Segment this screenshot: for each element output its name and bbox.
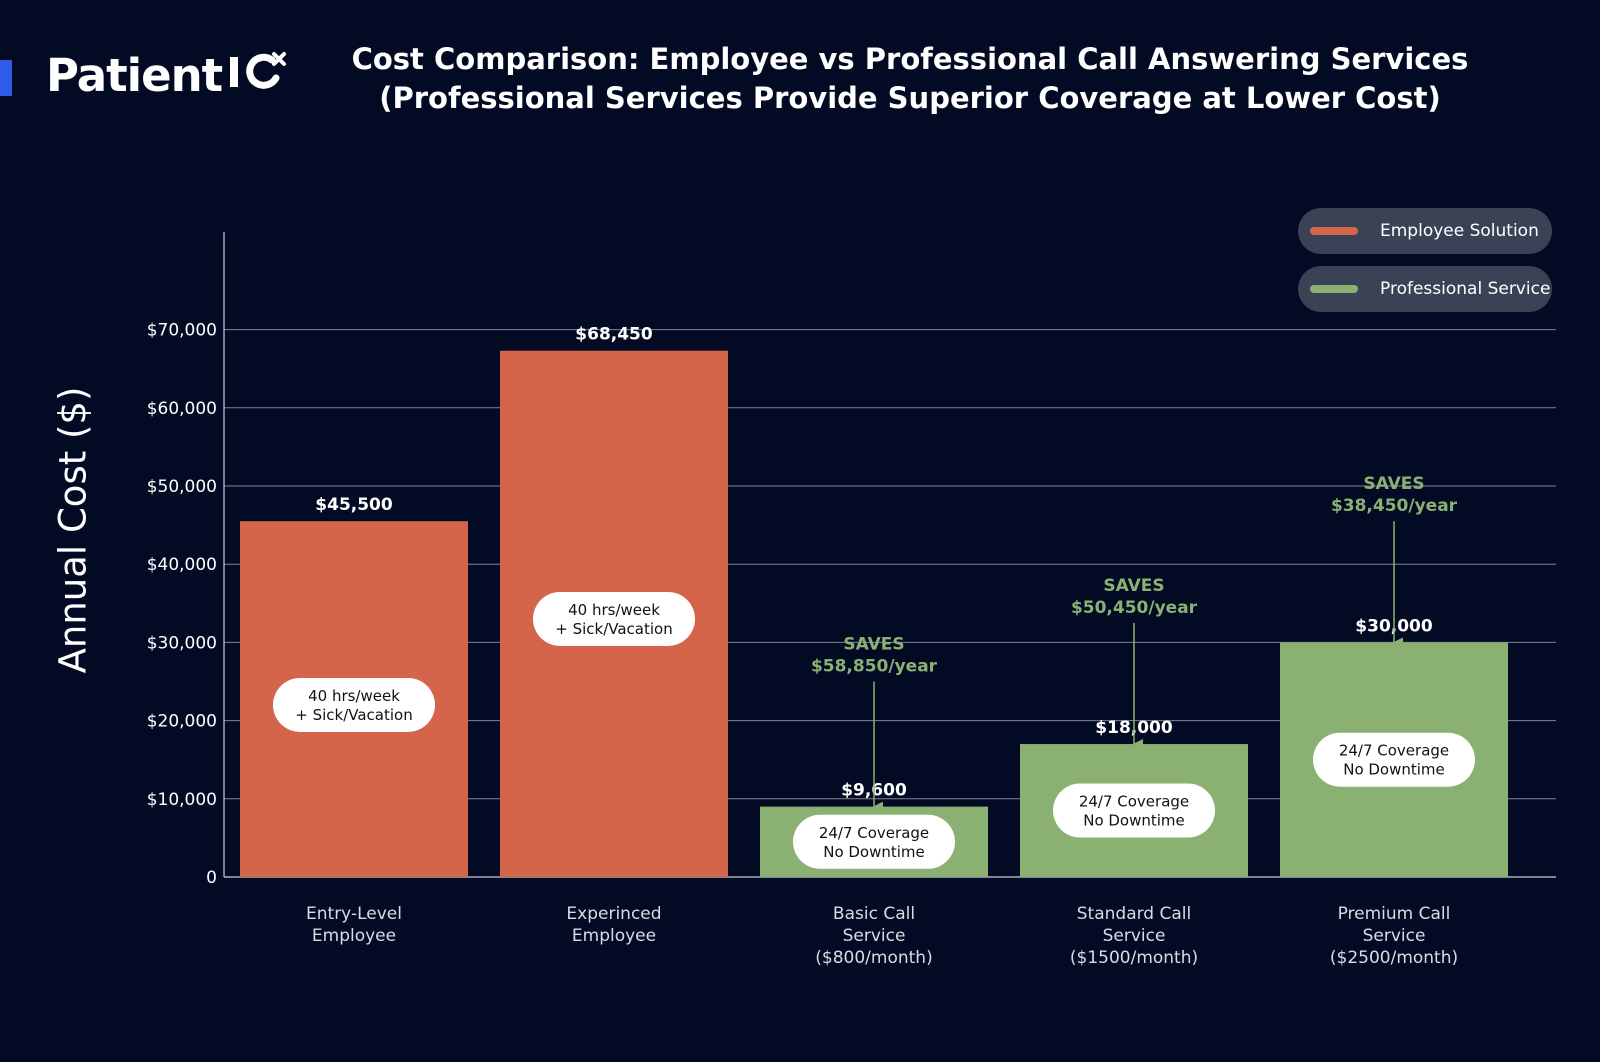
bar-note-line1: 40 hrs/week <box>308 687 400 705</box>
x-tick-label: Service <box>1103 926 1166 946</box>
brand-name: Patient <box>46 49 223 102</box>
savings-amount: $38,450/year <box>1331 496 1458 516</box>
bar-note-line2: No Downtime <box>1083 812 1185 830</box>
x-tick-label: Employee <box>312 926 396 946</box>
bar-note-line1: 24/7 Coverage <box>1079 793 1189 811</box>
legend-item-employee: Employee Solution <box>1298 208 1552 254</box>
brand-accent-bar <box>0 60 12 96</box>
x-tick-label: Experinced <box>566 904 661 924</box>
x-tick-label: Standard Call <box>1077 904 1191 924</box>
bar-note-pill <box>1313 732 1475 787</box>
bar-note-pill <box>273 677 435 732</box>
chart-subtitle: (Professional Services Provide Superior … <box>379 81 1441 115</box>
y-tick-label: $20,000 <box>147 712 217 732</box>
y-tick-label: $10,000 <box>147 790 217 810</box>
savings-label: SAVES <box>1363 474 1424 494</box>
chart-title-line1: Cost Comparison: Employee vs Professiona… <box>351 42 1469 76</box>
savings-amount: $58,850/year <box>811 657 938 677</box>
legend-label-professional: Professional Service <box>1380 279 1551 299</box>
legend-item-professional: Professional Service <box>1298 266 1552 312</box>
y-tick-label: 0 <box>206 868 217 888</box>
savings-label: SAVES <box>1103 576 1164 596</box>
bar-note-line1: 40 hrs/week <box>568 601 660 619</box>
x-tick-label: Basic Call <box>833 904 915 924</box>
bar-note-line1: 24/7 Coverage <box>819 824 929 842</box>
y-tick-label: $60,000 <box>147 399 217 419</box>
y-tick-label: $70,000 <box>147 321 217 341</box>
y-tick-label: $40,000 <box>147 555 217 575</box>
chart-title: Cost Comparison: Employee vs Professiona… <box>350 40 1470 118</box>
x-tick-label: Entry-Level <box>306 904 402 924</box>
x-tick-label: Service <box>1363 926 1426 946</box>
brand-logo-mark-icon <box>228 50 288 101</box>
x-tick-label: Employee <box>572 926 656 946</box>
bar-note-pill <box>793 814 955 869</box>
brand-logo: Patient <box>46 50 288 101</box>
y-axis-label: Annual Cost ($) <box>51 386 95 674</box>
bar-note-line1: 24/7 Coverage <box>1339 742 1449 760</box>
legend-label-employee: Employee Solution <box>1380 221 1539 241</box>
savings-amount: $50,450/year <box>1071 598 1198 618</box>
x-tick-label: ($2500/month) <box>1330 948 1458 968</box>
bar-value-label: $68,450 <box>575 325 653 345</box>
bar-note-pill <box>533 591 695 646</box>
x-tick-label: Service <box>843 926 906 946</box>
bar-note-line2: No Downtime <box>823 843 925 861</box>
bar-value-label: $45,500 <box>315 495 393 515</box>
x-tick-label: ($800/month) <box>815 948 932 968</box>
y-tick-label: $50,000 <box>147 477 217 497</box>
x-tick-label: Premium Call <box>1338 904 1451 924</box>
x-tick-label: ($1500/month) <box>1070 948 1198 968</box>
bar-note-line2: + Sick/Vacation <box>295 706 412 724</box>
y-tick-label: $30,000 <box>147 633 217 653</box>
savings-label: SAVES <box>843 635 904 655</box>
bar-note-pill <box>1053 783 1215 838</box>
legend-swatch-professional <box>1310 285 1358 293</box>
bar-note-line2: No Downtime <box>1343 761 1445 779</box>
bar-note-line2: + Sick/Vacation <box>555 620 672 638</box>
legend-swatch-employee <box>1310 227 1358 235</box>
